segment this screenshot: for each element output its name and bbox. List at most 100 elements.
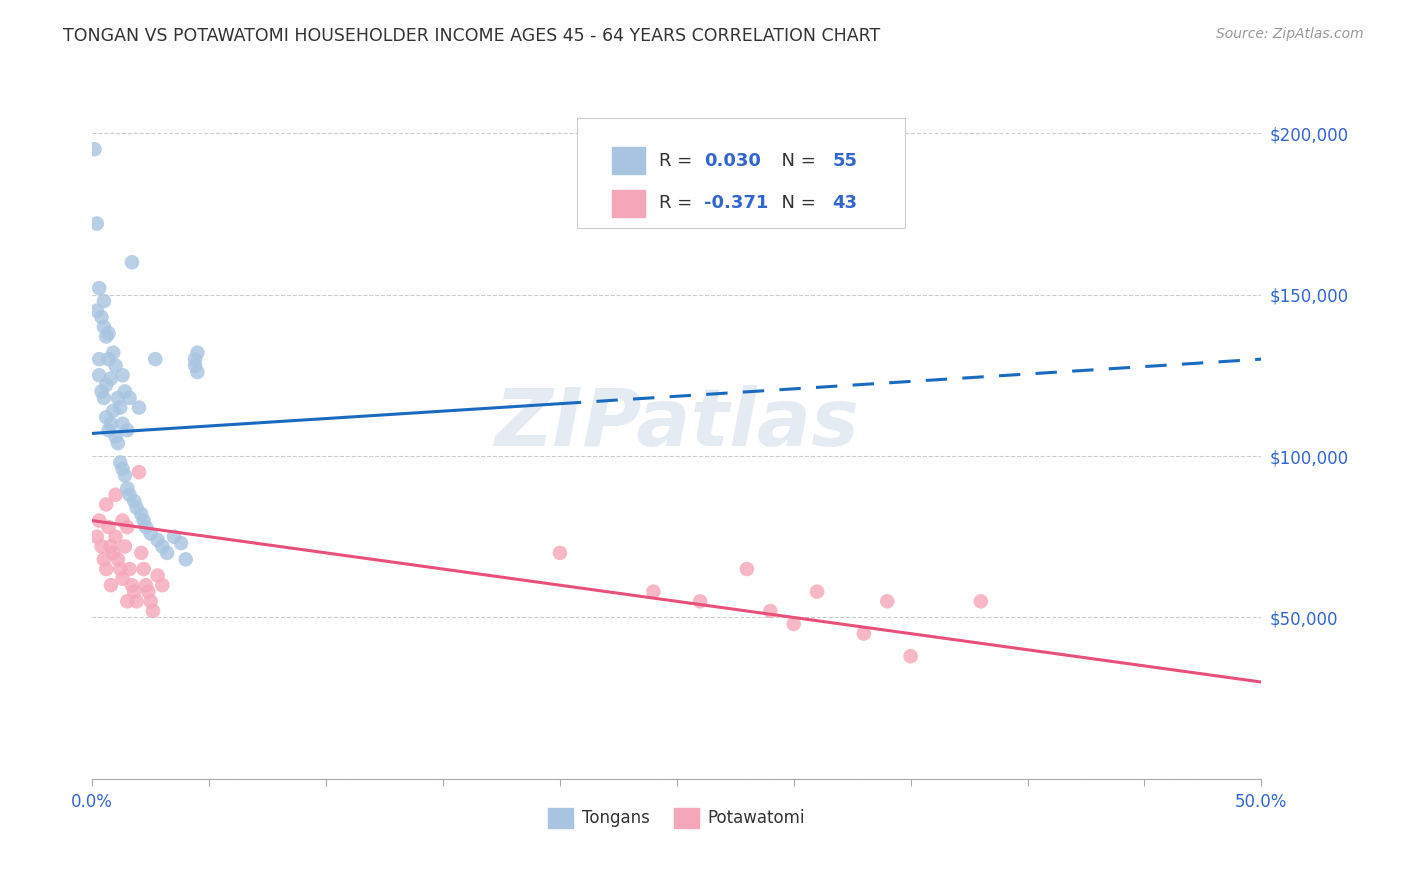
Point xyxy=(89,368,111,383)
Point xyxy=(806,584,828,599)
Point xyxy=(96,329,118,343)
Point xyxy=(759,604,782,618)
Bar xyxy=(613,190,645,217)
Point xyxy=(184,359,207,373)
Point xyxy=(129,546,152,560)
Point xyxy=(100,371,122,385)
Text: ZIPatlas: ZIPatlas xyxy=(495,384,859,463)
Point xyxy=(110,401,132,415)
Point xyxy=(139,526,162,541)
Point xyxy=(100,540,122,554)
Text: TONGAN VS POTAWATOMI HOUSEHOLDER INCOME AGES 45 - 64 YEARS CORRELATION CHART: TONGAN VS POTAWATOMI HOUSEHOLDER INCOME … xyxy=(63,27,880,45)
Point xyxy=(122,494,145,508)
Point xyxy=(689,594,711,608)
Point xyxy=(83,142,105,156)
Point xyxy=(104,488,127,502)
Point xyxy=(735,562,758,576)
Point xyxy=(97,352,120,367)
Point xyxy=(142,604,165,618)
Point xyxy=(93,293,115,308)
Point xyxy=(114,384,136,399)
Point xyxy=(96,498,118,512)
Point xyxy=(90,540,112,554)
Point xyxy=(100,578,122,592)
Text: R =: R = xyxy=(659,194,699,212)
Text: N =: N = xyxy=(770,194,821,212)
Point xyxy=(117,520,139,534)
Point xyxy=(783,616,806,631)
Point xyxy=(86,303,108,318)
Point xyxy=(111,514,134,528)
Point xyxy=(186,345,208,359)
Point xyxy=(100,417,122,431)
Point xyxy=(135,578,157,592)
Point xyxy=(93,319,115,334)
Point xyxy=(97,326,120,341)
Text: N =: N = xyxy=(770,152,821,169)
Point xyxy=(125,500,148,515)
Point xyxy=(150,540,173,554)
Point xyxy=(114,540,136,554)
Text: -0.371: -0.371 xyxy=(703,194,768,212)
Point xyxy=(170,536,193,550)
Point xyxy=(111,462,134,476)
Point xyxy=(86,530,108,544)
Point xyxy=(89,352,111,367)
Point xyxy=(118,562,141,576)
Point xyxy=(117,423,139,437)
Point xyxy=(111,417,134,431)
Point xyxy=(97,520,120,534)
Point xyxy=(129,507,152,521)
Point xyxy=(90,384,112,399)
Text: 0.030: 0.030 xyxy=(703,152,761,169)
Point xyxy=(104,430,127,444)
Legend: Tongans, Potawatomi: Tongans, Potawatomi xyxy=(541,801,811,835)
Point xyxy=(132,562,155,576)
Point xyxy=(111,572,134,586)
Point xyxy=(107,391,129,405)
Point xyxy=(96,410,118,425)
Point xyxy=(104,530,127,544)
Point xyxy=(163,530,186,544)
Text: R =: R = xyxy=(659,152,699,169)
Point xyxy=(103,345,125,359)
Point xyxy=(139,594,162,608)
Point xyxy=(103,404,125,418)
Text: Source: ZipAtlas.com: Source: ZipAtlas.com xyxy=(1216,27,1364,41)
Point xyxy=(876,594,898,608)
Point xyxy=(135,520,157,534)
Point xyxy=(121,578,143,592)
FancyBboxPatch shape xyxy=(578,119,904,228)
Point xyxy=(111,368,134,383)
Point xyxy=(110,562,132,576)
Point xyxy=(104,359,127,373)
Point xyxy=(128,401,150,415)
Point xyxy=(184,352,207,367)
Point xyxy=(150,578,173,592)
Bar xyxy=(613,147,645,174)
Text: 43: 43 xyxy=(832,194,858,212)
Point xyxy=(89,281,111,295)
Point xyxy=(125,594,148,608)
Point xyxy=(117,481,139,495)
Point xyxy=(89,514,111,528)
Point xyxy=(143,352,166,367)
Point xyxy=(121,255,143,269)
Point xyxy=(96,378,118,392)
Point xyxy=(186,365,208,379)
Point xyxy=(118,391,141,405)
Point xyxy=(970,594,993,608)
Point xyxy=(174,552,197,566)
Point xyxy=(548,546,571,560)
Point xyxy=(97,423,120,437)
Point xyxy=(103,546,125,560)
Point xyxy=(107,552,129,566)
Point xyxy=(114,468,136,483)
Point xyxy=(96,562,118,576)
Point xyxy=(110,455,132,469)
Point xyxy=(852,626,875,640)
Point xyxy=(93,552,115,566)
Point xyxy=(93,391,115,405)
Point xyxy=(86,217,108,231)
Point xyxy=(118,488,141,502)
